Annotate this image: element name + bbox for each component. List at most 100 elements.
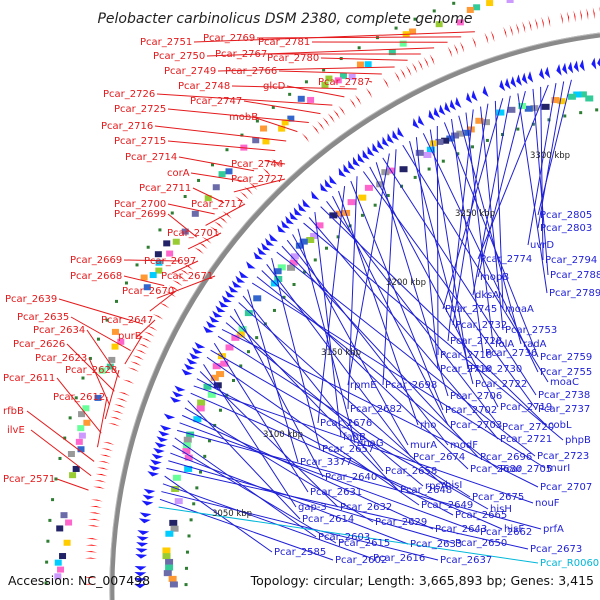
minus-strand-gene-arrow	[151, 453, 164, 460]
scale-tick	[239, 364, 243, 368]
plus-strand-gene-arrow	[354, 94, 362, 105]
scale-tick	[195, 486, 199, 490]
gene-function-block	[273, 268, 282, 275]
plus-strand-gene-label: Pcar_2701	[167, 228, 219, 239]
gene-function-block	[423, 151, 432, 158]
plus-strand-gene-arrow	[168, 285, 180, 292]
plus-strand-gene-arrow	[365, 87, 373, 99]
label-leader-line	[540, 86, 544, 261]
plus-strand-gene-arrow	[141, 337, 152, 343]
scale-tick	[246, 350, 250, 354]
minus-strand-gene-label: Pcar_2759	[540, 352, 592, 363]
minus-strand-gene-arrow	[257, 247, 267, 255]
scale-tick	[105, 318, 109, 322]
minus-strand-gene-label: moaC	[550, 377, 579, 388]
minus-strand-gene-label: Pcar_2723	[537, 451, 589, 462]
gene-function-block	[63, 539, 71, 546]
scale-tick	[54, 477, 58, 481]
label-leader-line	[104, 369, 120, 420]
minus-strand-gene-arrow	[136, 536, 149, 541]
plus-strand-gene-label: purB	[118, 331, 142, 342]
gene-function-block	[59, 553, 67, 560]
label-leader-line	[436, 125, 439, 356]
plus-strand-gene-arrow	[394, 71, 401, 83]
plus-strand-gene-arrow	[317, 121, 325, 131]
minus-strand-gene-label: Pcar_2805	[540, 210, 592, 221]
plus-strand-gene-label: Pcar_2750	[153, 51, 205, 62]
minus-strand-gene-arrow	[387, 133, 395, 144]
plus-strand-gene-label: Pcar_2747	[190, 96, 242, 107]
plus-strand-gene-label: Pcar_2725	[114, 104, 166, 115]
minus-strand-gene-arrow	[191, 347, 203, 354]
gene-function-block	[252, 137, 260, 144]
minus-strand-gene-arrow	[209, 315, 220, 323]
kbp-marker: 3250 kbp	[455, 209, 495, 219]
minus-strand-gene-label: Pcar_2649	[421, 500, 473, 511]
plus-strand-gene-label: Pcar_2714	[125, 152, 177, 163]
plus-strand-gene-arrow	[101, 448, 113, 452]
label-leader-line	[233, 308, 324, 478]
scale-tick	[184, 583, 188, 587]
gene-function-block	[321, 81, 329, 88]
plus-strand-gene-arrow	[152, 314, 164, 320]
label-leader-line	[88, 357, 111, 406]
minus-strand-gene-label: Pcar_2615	[338, 538, 390, 549]
minus-strand-gene-arrow	[544, 66, 551, 79]
label-leader-line	[443, 122, 539, 358]
label-leader-line	[217, 66, 395, 72]
minus-strand-gene-arrow	[372, 143, 380, 153]
scale-tick	[501, 133, 505, 137]
gene-function-block	[166, 250, 174, 257]
scale-tick	[255, 119, 259, 123]
scale-tick	[360, 213, 364, 217]
scale-tick	[325, 246, 329, 250]
scale-tick	[199, 470, 203, 474]
minus-strand-gene-arrow	[189, 352, 200, 360]
label-leader-line	[297, 228, 356, 444]
gene-function-block	[277, 264, 286, 271]
gene-function-block	[381, 169, 390, 176]
minus-strand-gene-label: Pcar_2585	[274, 547, 326, 558]
minus-strand-gene-arrow	[135, 548, 148, 553]
minus-strand-gene-label: Pcar_2676	[320, 418, 372, 429]
scale-tick	[192, 502, 196, 506]
label-leader-line	[181, 414, 434, 530]
minus-strand-gene-arrow	[150, 459, 162, 465]
gene-function-block	[456, 19, 464, 26]
scale-tick	[373, 203, 377, 207]
gene-function-block	[218, 171, 226, 178]
scale-tick	[452, 1, 456, 5]
minus-strand-gene-arrow	[302, 199, 311, 208]
minus-strand-gene-arrow	[269, 233, 279, 242]
scale-tick	[427, 167, 431, 171]
gene-function-block	[77, 425, 85, 432]
gene-function-block	[287, 115, 295, 122]
minus-strand-gene-arrow	[265, 238, 275, 246]
gene-function-block	[456, 130, 465, 137]
minus-strand-gene-arrow	[357, 153, 365, 164]
minus-strand-gene-label: Pcar_2674	[413, 452, 465, 463]
plus-strand-gene-label: Pcar_2744	[231, 159, 283, 170]
plus-strand-gene-label: Pcar_2749	[164, 66, 216, 77]
plus-strand-gene-arrow	[201, 236, 212, 244]
plus-strand-gene-arrow	[198, 241, 208, 250]
gene-function-block	[524, 105, 533, 112]
minus-strand-gene-label: Pcar_2603	[318, 532, 370, 543]
plus-strand-gene-arrow	[382, 77, 389, 89]
gene-function-block	[435, 21, 443, 28]
plus-strand-gene-label: Pcar_2670	[122, 286, 174, 297]
label-leader-line	[429, 129, 469, 370]
gene-function-block	[172, 474, 181, 481]
minus-strand-gene-label: Pcar_2732	[455, 320, 507, 331]
plus-strand-gene-arrow	[222, 211, 232, 219]
label-leader-line	[187, 400, 301, 520]
gene-function-block	[364, 61, 372, 68]
minus-strand-gene-arrow	[156, 436, 168, 443]
label-leader-line	[167, 203, 215, 215]
label-leader-line	[190, 392, 503, 530]
plus-strand-gene-label: Pcar_2781	[258, 37, 310, 48]
gene-function-block	[98, 367, 106, 374]
gene-function-block	[334, 77, 342, 84]
gene-function-block	[94, 394, 102, 401]
minus-strand-gene-label: Pcar_2707	[540, 482, 592, 493]
